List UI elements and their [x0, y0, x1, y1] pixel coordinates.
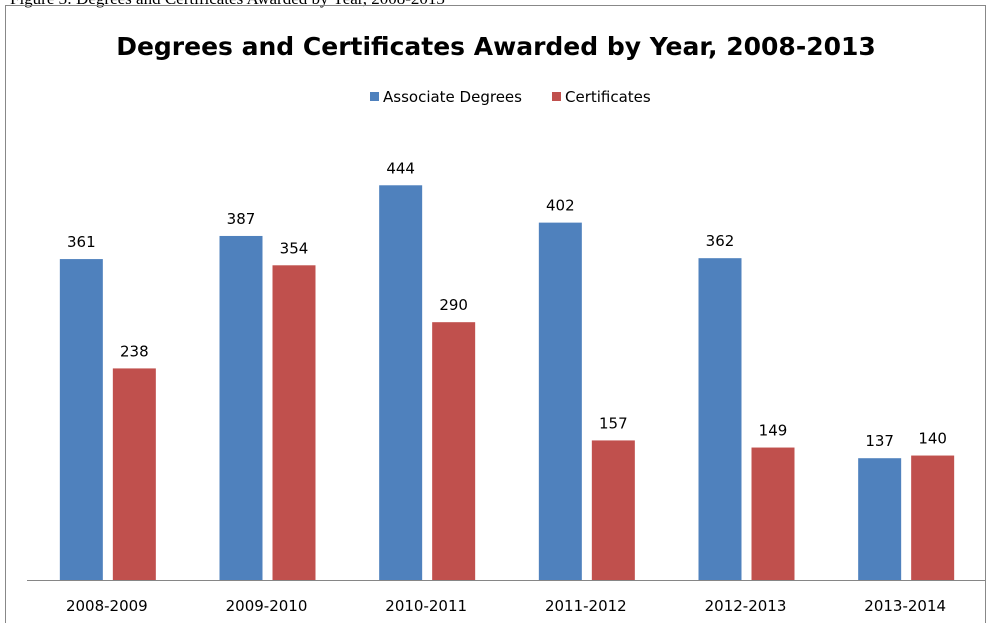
data-label: 362 — [706, 232, 735, 250]
bar — [59, 259, 103, 580]
data-label: 140 — [918, 430, 947, 448]
data-label: 402 — [546, 197, 575, 215]
chart-border — [5, 5, 986, 623]
caption: Figure 3: Degrees and Certificates Award… — [10, 0, 445, 8]
chart-title: Degrees and Certificates Awarded by Year… — [116, 32, 876, 61]
data-label: 387 — [227, 210, 256, 228]
bar — [219, 235, 263, 580]
x-tick-label: 2010-2011 — [385, 597, 467, 615]
bar — [858, 458, 902, 580]
data-label: 290 — [439, 296, 468, 314]
x-tick-label: 2011-2012 — [545, 597, 627, 615]
bar — [591, 440, 635, 580]
data-label: 361 — [67, 233, 96, 251]
legend-label: Certificates — [565, 88, 651, 106]
bar — [272, 265, 316, 580]
bar — [698, 258, 742, 580]
data-label: 149 — [759, 422, 788, 440]
legend-swatch — [370, 92, 379, 101]
data-label: 444 — [386, 159, 415, 177]
bar — [112, 368, 156, 580]
x-tick-label: 2012-2013 — [705, 597, 787, 615]
bar — [911, 455, 955, 580]
data-label: 137 — [865, 432, 894, 450]
bar — [538, 222, 582, 580]
x-tick-label: 2009-2010 — [226, 597, 308, 615]
data-label: 157 — [599, 414, 628, 432]
legend-label: Associate Degrees — [383, 88, 522, 106]
data-label: 238 — [120, 342, 149, 360]
x-tick-label: 2013-2014 — [864, 597, 946, 615]
legend-swatch — [552, 92, 561, 101]
data-label: 354 — [280, 239, 309, 257]
bar — [379, 185, 423, 580]
bar — [751, 447, 795, 580]
bar — [432, 322, 476, 580]
x-tick-label: 2008-2009 — [66, 597, 148, 615]
